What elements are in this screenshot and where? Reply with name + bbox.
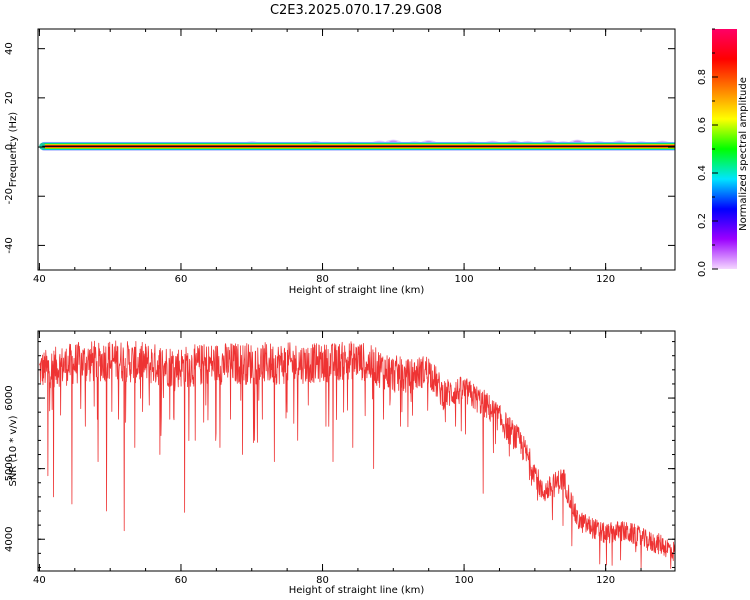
spectrogram-y-tick-label: 20 [4,91,15,104]
colorbar: 0.0 0.2 0.4 0.6 0.8 Normalized spectral ampl… [697,28,749,277]
snr-panel: 40 60 80 100 120 4000 5000 6000 Height of strai… [4,330,676,596]
snr-series-line [39,340,675,569]
snr-x-tick-label: 40 [33,575,46,586]
colorbar-tick-label: 0.8 [697,69,708,85]
snr-x-tick-label: 120 [596,575,615,586]
colorbar-tick-label: 0.2 [697,213,708,229]
snr-y-tick-label: 4000 [4,527,15,552]
snr-y-tick-label: 5000 [4,456,15,481]
chart-title: C2E3.2025.070.17.29.G08 [270,3,442,18]
snr-y-tick-label: 6000 [4,385,15,410]
spectrogram-x-tick-label: 80 [316,274,329,285]
colorbar-label: Normalized spectral amplitude [738,77,749,231]
colorbar-ticks: 0.0 0.2 0.4 0.6 0.8 [697,28,718,277]
colorbar-tick-label: 0.0 [697,261,708,277]
snr-x-tick-label: 100 [455,575,474,586]
colorbar-tick-label: 0.6 [697,117,708,133]
spectrogram-y-tick-label: -40 [4,237,15,253]
colorbar-tick-label: 0.4 [697,165,708,181]
spectrogram-x-axis-label: Height of straight line (km) [289,285,425,296]
spectrogram-y-tick-label: 0 [4,144,15,150]
colorbar-gradient [712,29,737,269]
snr-frame [37,330,676,572]
snr-x-tick-label: 80 [316,575,329,586]
spectrogram-ticks: 40 60 80 100 120 -40 -20 0 20 40 [4,29,675,285]
snr-y-axis-label: SNR (10 * v/v) [8,415,19,486]
spectrogram-panel: 40 60 80 100 120 -40 -20 0 20 40 Height of straig… [4,28,676,296]
spectrogram-y-axis-label: Frequency (Hz) [8,112,19,188]
spectrogram-x-tick-label: 120 [596,274,615,285]
spectrogram-frame [37,28,676,271]
snr-plot-area [39,340,675,569]
snr-x-tick-label: 60 [175,575,188,586]
spectrogram-y-tick-label: -20 [4,188,15,204]
snr-x-axis-label: Height of straight line (km) [289,585,425,596]
spectrogram-x-tick-label: 100 [455,274,474,285]
snr-ticks: 40 60 80 100 120 4000 5000 6000 [4,331,675,586]
spectrogram-plot-area [39,139,675,151]
spectrogram-x-tick-label: 60 [175,274,188,285]
spectrogram-x-tick-label: 40 [33,274,46,285]
spectrogram-y-tick-label: 40 [4,42,15,55]
